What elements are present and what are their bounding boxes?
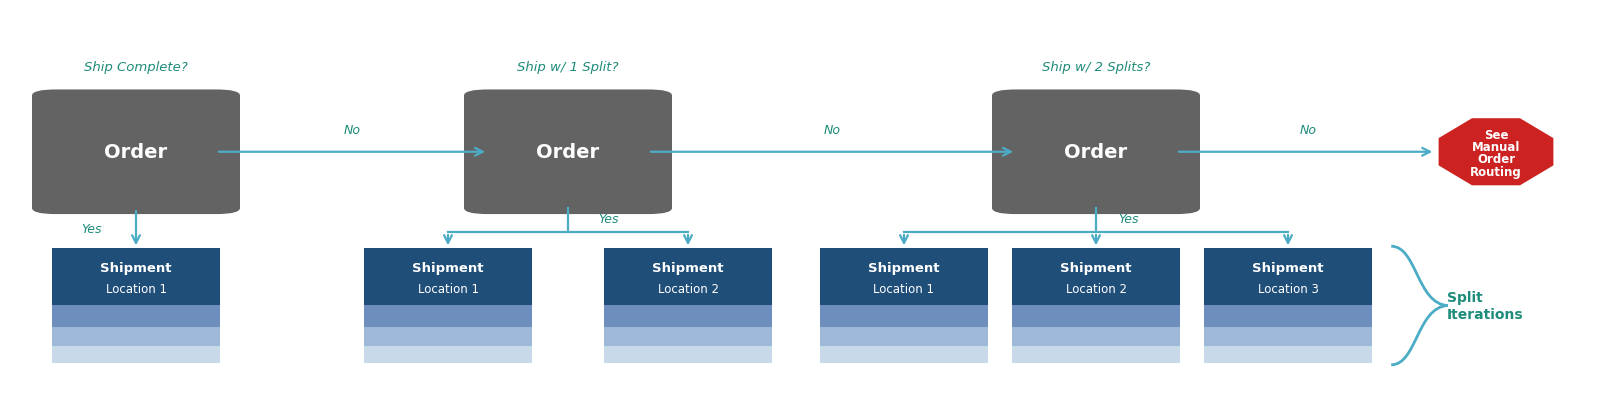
Text: No: No [1299, 124, 1317, 137]
Text: Yes: Yes [598, 212, 618, 225]
Bar [365, 305, 531, 327]
Text: See: See [1483, 129, 1509, 142]
Text: Shipment: Shipment [1061, 262, 1131, 275]
Text: Order: Order [1064, 143, 1128, 162]
FancyBboxPatch shape [992, 90, 1200, 215]
Bar [819, 249, 987, 305]
Text: Iterations: Iterations [1448, 308, 1523, 322]
Bar [53, 249, 221, 305]
Text: Location 1: Location 1 [418, 283, 478, 296]
Text: Shipment: Shipment [101, 262, 171, 275]
Text: Manual: Manual [1472, 140, 1520, 153]
Text: Split: Split [1448, 290, 1483, 304]
Bar [605, 305, 771, 327]
Polygon shape [1437, 117, 1555, 188]
Bar [819, 305, 987, 327]
Bar [1013, 249, 1181, 305]
Bar [53, 346, 221, 363]
Text: Location 1: Location 1 [106, 283, 166, 296]
Bar [365, 249, 531, 305]
Text: Shipment: Shipment [653, 262, 723, 275]
Bar [1205, 327, 1373, 346]
Bar [1205, 346, 1373, 363]
Bar [819, 327, 987, 346]
Bar [1205, 305, 1373, 327]
Text: Yes: Yes [1118, 212, 1138, 225]
Text: Location 2: Location 2 [658, 283, 718, 296]
Text: No: No [344, 124, 360, 137]
Text: Shipment: Shipment [869, 262, 939, 275]
Bar [819, 346, 987, 363]
Bar [1013, 346, 1181, 363]
FancyBboxPatch shape [464, 90, 672, 215]
Text: No: No [824, 124, 840, 137]
Bar [1013, 327, 1181, 346]
Text: Shipment: Shipment [1253, 262, 1323, 275]
FancyBboxPatch shape [32, 90, 240, 215]
Text: Order: Order [536, 143, 600, 162]
Text: Routing: Routing [1470, 165, 1522, 178]
Bar [605, 249, 771, 305]
Bar [365, 327, 531, 346]
Text: Location 1: Location 1 [874, 283, 934, 296]
Text: Shipment: Shipment [413, 262, 483, 275]
Text: Ship w/ 2 Splits?: Ship w/ 2 Splits? [1042, 61, 1150, 74]
Bar [53, 327, 221, 346]
Bar [605, 346, 771, 363]
Bar [1205, 249, 1373, 305]
Text: Ship Complete?: Ship Complete? [85, 61, 187, 74]
Bar [53, 305, 221, 327]
Text: Location 3: Location 3 [1258, 283, 1318, 296]
Bar [1013, 305, 1181, 327]
Bar [605, 327, 771, 346]
Bar [365, 346, 531, 363]
Text: Ship w/ 1 Split?: Ship w/ 1 Split? [517, 61, 619, 74]
Text: Order: Order [104, 143, 168, 162]
Text: Order: Order [1477, 153, 1515, 166]
Text: Location 2: Location 2 [1066, 283, 1126, 296]
Text: Yes: Yes [82, 222, 101, 235]
